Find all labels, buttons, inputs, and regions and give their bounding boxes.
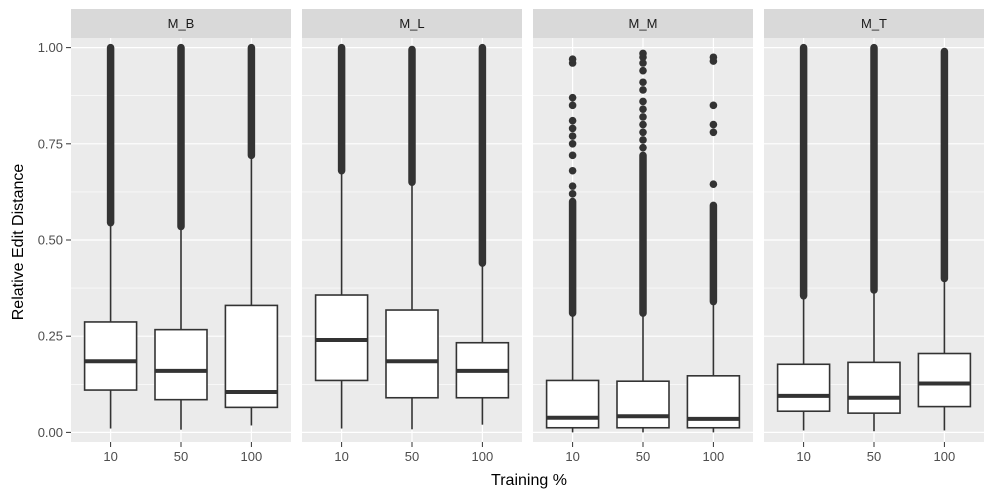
x-tick-label: 50 (867, 449, 881, 464)
x-tick-label: 10 (103, 449, 117, 464)
y-tick-label: 0.50 (38, 233, 63, 248)
x-tick-label: 100 (703, 449, 725, 464)
x-tick-label: 50 (174, 449, 188, 464)
outlier-point (709, 53, 718, 62)
outlier-point (639, 113, 647, 121)
facet-panel-m-m: M_M 10 50 100 (533, 9, 753, 464)
outlier-point (709, 120, 718, 129)
outlier-point (568, 132, 577, 140)
facet-panel-m-t: M_T 10 50 100 (764, 9, 984, 464)
outlier-point (568, 182, 577, 190)
y-tick-label: 1.00 (38, 40, 63, 55)
outlier-point (568, 93, 577, 102)
facet-panel-m-b: M_B 10 50 100 (71, 9, 291, 464)
outlier-point (568, 166, 577, 175)
box-body (847, 361, 901, 414)
x-tick-label: 100 (241, 449, 263, 464)
box-body (545, 379, 600, 429)
box-body (314, 294, 369, 382)
strip-background (533, 9, 753, 38)
outlier-point (568, 151, 577, 160)
box-100 (917, 47, 972, 431)
outlier-point (639, 59, 647, 67)
x-tick-label: 10 (796, 449, 810, 464)
outlier-point (639, 143, 647, 152)
box-body (154, 328, 208, 401)
outlier-point (639, 66, 647, 75)
strip-label: M_B (168, 16, 195, 31)
outlier-point (568, 190, 577, 198)
box-50 (616, 49, 670, 433)
outlier-point (639, 105, 647, 113)
y-axis: 0.00 0.25 0.50 0.75 1.00 (38, 40, 71, 440)
facet-panels: M_B 10 50 100 M_L 10 50 100 M_M 10 50 100 M_T 10 50 100 (71, 9, 984, 464)
strip-background (71, 9, 291, 38)
box-body (83, 321, 138, 391)
y-axis-title: Relative Edit Distance (10, 164, 27, 321)
x-tick-label: 10 (565, 449, 579, 464)
outlier-point (709, 180, 718, 189)
outlier-point (639, 97, 647, 106)
x-tick-label: 100 (934, 449, 956, 464)
outlier-point (639, 78, 647, 87)
strip-background (764, 9, 984, 38)
outlier-point (709, 101, 718, 110)
box-100 (686, 53, 741, 433)
outlier-point (568, 101, 577, 110)
strip-background (302, 9, 522, 38)
strip-label: M_L (399, 16, 424, 31)
strip-label: M_M (629, 16, 658, 31)
box-10 (776, 43, 831, 431)
box-body (385, 309, 439, 399)
box-50 (847, 43, 901, 432)
box-10 (314, 43, 369, 429)
box-10 (83, 43, 138, 429)
facet-panel-m-l: M_L 10 50 100 (302, 9, 522, 464)
outlier-point (639, 49, 647, 58)
outlier-point (639, 128, 647, 137)
box-body (616, 380, 670, 429)
outlier-point (639, 136, 647, 144)
box-50 (385, 45, 439, 430)
strip-label: M_T (861, 16, 887, 31)
box-body (776, 363, 831, 413)
x-axis-title: Training % (491, 472, 567, 489)
outlier-point (568, 124, 577, 133)
y-tick-label: 0.25 (38, 329, 63, 344)
outlier-point (639, 120, 647, 129)
outlier-point (568, 55, 577, 63)
x-tick-label: 10 (334, 449, 348, 464)
y-tick-label: 0.75 (38, 136, 63, 151)
outlier-point (709, 128, 718, 137)
outlier-point (639, 86, 647, 94)
box-body (917, 352, 972, 408)
x-tick-label: 50 (405, 449, 419, 464)
box-100 (224, 43, 279, 426)
x-tick-label: 50 (636, 449, 650, 464)
outlier-point (568, 140, 577, 148)
y-tick-label: 0.00 (38, 425, 63, 440)
box-50 (154, 43, 208, 430)
x-tick-label: 100 (472, 449, 494, 464)
box-10 (545, 55, 600, 433)
outlier-point (568, 116, 577, 125)
box-100 (455, 43, 510, 425)
